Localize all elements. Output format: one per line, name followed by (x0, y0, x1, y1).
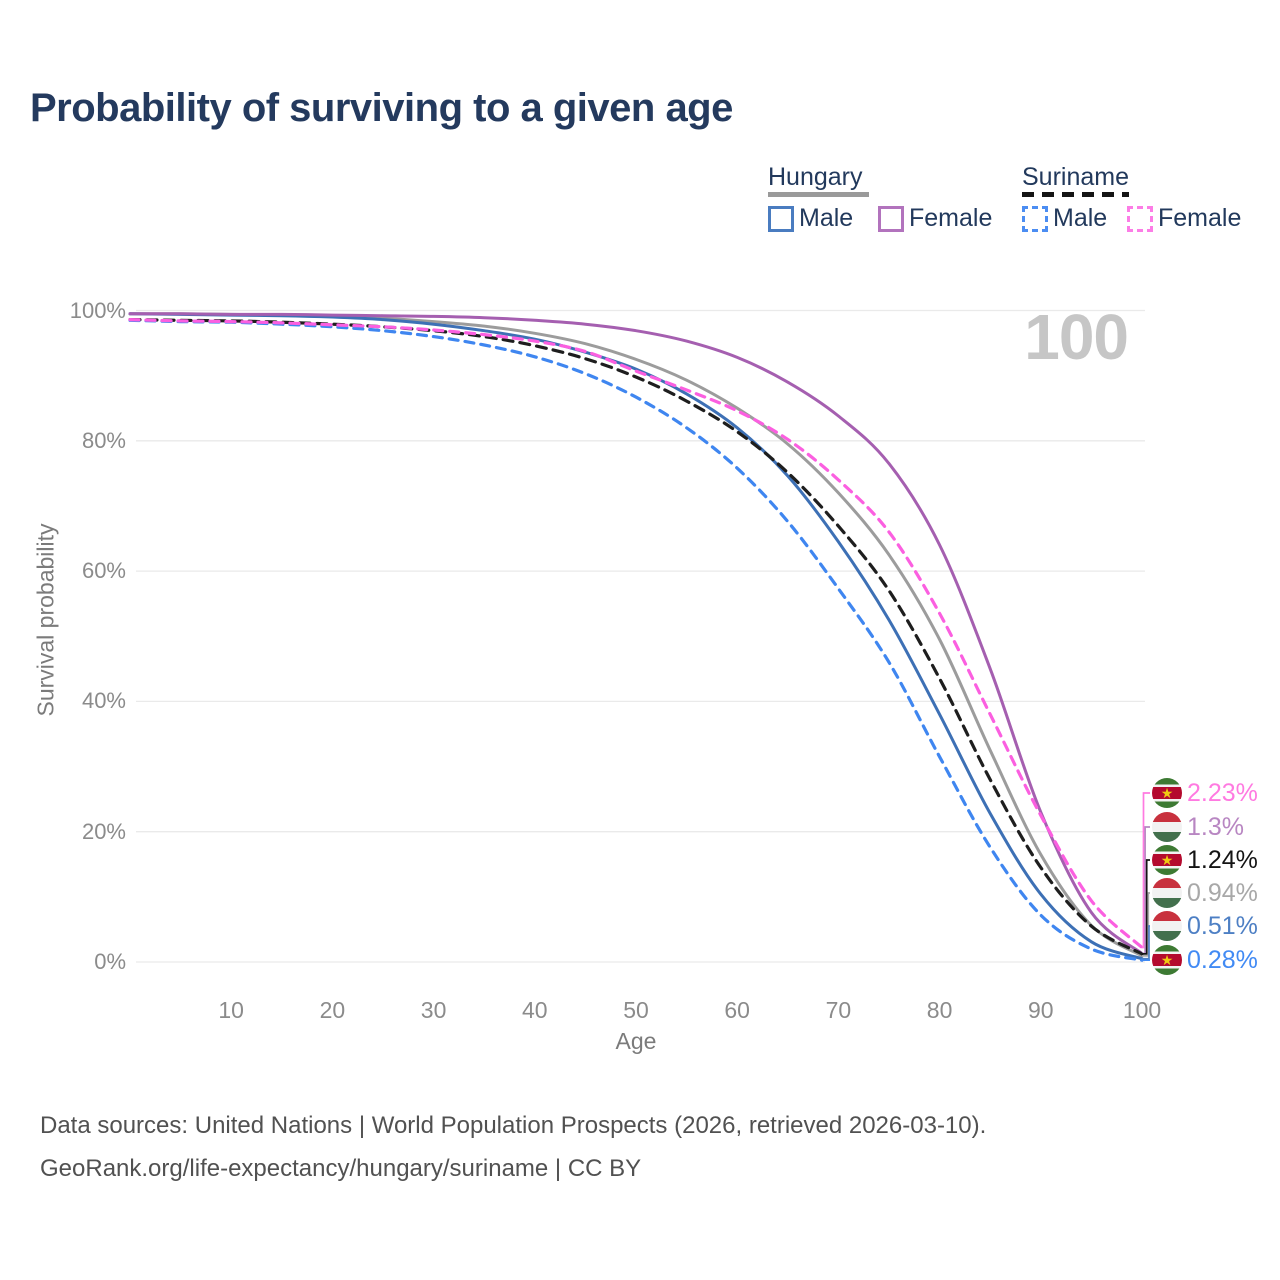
legend-label: Male (1053, 204, 1108, 232)
x-tick-80: 80 (926, 997, 953, 1023)
hungary-female-swatch (878, 205, 904, 232)
hungary-flag-icon (1152, 812, 1182, 842)
curve-hungary_total (128, 312, 1144, 958)
x-tick-90: 90 (1028, 997, 1054, 1023)
end-value-text: 1.24% (1187, 845, 1258, 874)
hungary-flag-icon (1152, 911, 1182, 941)
end-label-hungary_male: 0.51% (1152, 910, 1258, 942)
end-label-hungary_total: 0.94% (1152, 877, 1258, 909)
source-line-1: Data sources: United Nations | World Pop… (40, 1112, 987, 1139)
x-axis-title: Age (615, 1028, 657, 1054)
x-tick-10: 10 (218, 997, 244, 1023)
curve-hungary_female (128, 312, 1144, 955)
y-tick-60: 60% (81, 558, 126, 584)
legend-label: Female (1158, 204, 1242, 232)
x-tick-20: 20 (319, 997, 346, 1023)
leader-line-hungary_total (1142, 892, 1150, 957)
y-tick-80: 80% (81, 427, 126, 453)
end-value-text: 0.51% (1187, 911, 1258, 940)
star-icon: ★ (1160, 952, 1174, 968)
y-tick-0: 0% (94, 949, 126, 974)
curve-suriname_total (128, 318, 1144, 956)
y-tick-20: 20% (81, 818, 126, 844)
page-title: Probability of surviving to a given age (30, 86, 733, 130)
suriname-flag-icon: ★ (1152, 945, 1182, 975)
curve-suriname_male (128, 318, 1144, 962)
end-value-text: 0.28% (1187, 945, 1258, 974)
legend-item-hungary-male[interactable]: Male (768, 204, 853, 233)
legend-item-hungary-female[interactable]: Female (878, 204, 992, 233)
legend-label: Female (909, 204, 993, 232)
leader-line-suriname_female (1142, 792, 1150, 949)
star-icon: ★ (1160, 852, 1174, 868)
hungary-flag-icon (1152, 878, 1182, 908)
suriname-female-swatch (1127, 205, 1153, 232)
end-label-hungary_female: 1.3% (1152, 811, 1244, 843)
legend-item-suriname-female[interactable]: Female (1127, 204, 1241, 233)
y-tick-40: 40% (81, 688, 126, 714)
age-counter-watermark: 100 (1024, 301, 1129, 373)
x-tick-70: 70 (825, 997, 852, 1023)
legend-item-suriname-male[interactable]: Male (1022, 204, 1107, 233)
legend-underline-suriname-dashed (1022, 192, 1129, 197)
star-icon: ★ (1160, 785, 1174, 801)
end-value-text: 0.94% (1187, 878, 1258, 907)
x-tick-60: 60 (724, 997, 750, 1023)
end-label-suriname_total: ★ 1.24% (1152, 844, 1258, 876)
source-line-2: GeoRank.org/life-expectancy/hungary/suri… (40, 1155, 642, 1182)
legend-label: Male (799, 204, 854, 232)
x-tick-100: 100 (1122, 997, 1162, 1023)
x-tick-50: 50 (623, 997, 649, 1023)
x-tick-40: 40 (522, 997, 548, 1023)
hungary-male-swatch (768, 205, 794, 232)
suriname-flag-icon: ★ (1152, 778, 1182, 808)
leader-line-suriname_total (1142, 859, 1150, 955)
legend-group-hungary: Hungary (768, 163, 863, 191)
suriname-flag-icon: ★ (1152, 845, 1182, 875)
leader-line-hungary_male (1142, 925, 1150, 960)
legend-underline-hungary-solid (768, 192, 869, 197)
curve-hungary_male (128, 312, 1144, 961)
curve-suriname_female (128, 318, 1144, 950)
source-note: Data sources: United Nations | World Pop… (40, 1104, 986, 1190)
end-value-text: 2.23% (1187, 778, 1258, 807)
x-tick-30: 30 (420, 997, 447, 1023)
end-value-text: 1.3% (1187, 812, 1244, 841)
end-label-suriname_male: ★ 0.28% (1152, 944, 1258, 976)
legend-group-suriname: Suriname (1022, 163, 1129, 191)
suriname-male-swatch (1022, 205, 1048, 232)
y-tick-100: 100% (69, 297, 126, 323)
end-label-suriname_female: ★ 2.23% (1152, 777, 1258, 809)
